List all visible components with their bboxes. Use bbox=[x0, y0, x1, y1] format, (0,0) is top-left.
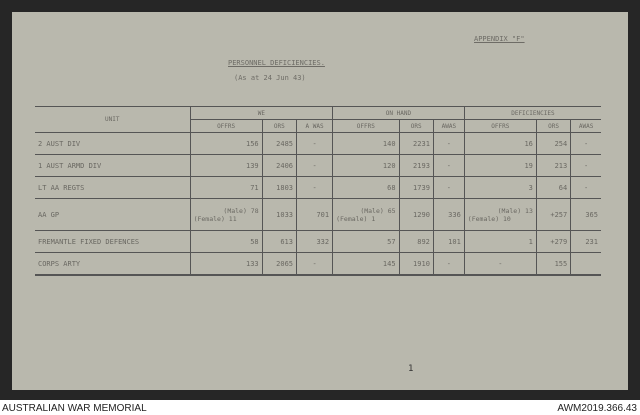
table-cell: 156 bbox=[189, 132, 263, 155]
table-cell: (Male) 78 (Female) 11 bbox=[189, 198, 263, 231]
table-cell: 2065 bbox=[261, 252, 297, 276]
unit-name: 1 AUST ARMD DIV bbox=[35, 154, 191, 177]
subheader: A WAS bbox=[295, 119, 333, 133]
table-cell: - bbox=[570, 176, 601, 199]
footer: AUSTRALIAN WAR MEMORIAL AWM2019.366.43 bbox=[0, 400, 640, 415]
table-cell: 2406 bbox=[261, 154, 297, 177]
table-cell: 231 bbox=[570, 230, 601, 253]
subheader: OFFRS bbox=[332, 119, 400, 133]
unit-name: AA GP bbox=[35, 198, 191, 231]
subheader: ORS bbox=[261, 119, 297, 133]
table-cell: - bbox=[463, 252, 537, 276]
table-cell: +279 bbox=[535, 230, 571, 253]
deficiencies-table: UNIT WE ON HAND DEFICIENCIES OFFRS ORS A W… bbox=[35, 106, 601, 276]
document-title: PERSONNEL DEFICIENCIES. bbox=[228, 59, 325, 67]
subheader: OFFRS bbox=[463, 119, 537, 133]
table-cell: 1910 bbox=[398, 252, 434, 276]
table-cell: +257 bbox=[535, 198, 571, 231]
table-cell: 332 bbox=[295, 230, 333, 253]
table-row: 2 AUST DIV 156 2485-140 2231-16 254- bbox=[35, 132, 601, 155]
document-subtitle: (As at 24 Jun 43) bbox=[234, 74, 306, 82]
table-cell: 155 bbox=[535, 252, 571, 276]
male-count: (Male) 78 bbox=[223, 206, 259, 215]
table-row: FREMANTLE FIXED DEFENCES 58 613 332 57 892 101… bbox=[35, 230, 601, 253]
table-cell: - bbox=[570, 154, 601, 177]
table-cell: 1739 bbox=[398, 176, 434, 199]
table-cell: 613 bbox=[261, 230, 297, 253]
table-cell: 701 bbox=[295, 198, 333, 231]
table-row: CORPS ARTY 133 2065-145 1910- -155 bbox=[35, 252, 601, 276]
unit-header: UNIT bbox=[35, 106, 191, 133]
table-cell: 16 bbox=[463, 132, 537, 155]
table-cell: 64 bbox=[535, 176, 571, 199]
table-cell: - bbox=[432, 176, 465, 199]
unit-name: FREMANTLE FIXED DEFENCES bbox=[35, 230, 191, 253]
table-cell: 2193 bbox=[398, 154, 434, 177]
table-cell: - bbox=[432, 252, 465, 276]
table-cell: - bbox=[432, 154, 465, 177]
table-cell: 1033 bbox=[261, 198, 297, 231]
table-cell: 139 bbox=[189, 154, 263, 177]
table-cell: 2231 bbox=[398, 132, 434, 155]
table-cell: 19 bbox=[463, 154, 537, 177]
footer-reference: AWM2019.366.43 bbox=[557, 403, 637, 414]
footer-institution: AUSTRALIAN WAR MEMORIAL bbox=[2, 403, 147, 414]
table-cell: 254 bbox=[535, 132, 571, 155]
table-cell: 1803 bbox=[261, 176, 297, 199]
table-cell: - bbox=[295, 154, 333, 177]
table-cell: 213 bbox=[535, 154, 571, 177]
table-cell: 2485 bbox=[261, 132, 297, 155]
group-header-on-hand: ON HAND bbox=[332, 106, 465, 120]
table-cell: 57 bbox=[332, 230, 400, 253]
table-row: 1 AUST ARMD DIV 139 2406-120 2193-19 213- bbox=[35, 154, 601, 177]
table-cell: (Male) 13 (Female) 10 bbox=[463, 198, 537, 231]
table-cell: 58 bbox=[189, 230, 263, 253]
table-cell: - bbox=[295, 252, 333, 276]
group-header-we: WE bbox=[189, 106, 333, 120]
table-cell: 140 bbox=[332, 132, 400, 155]
table-cell: 336 bbox=[432, 198, 465, 231]
table-cell: 101 bbox=[432, 230, 465, 253]
table-cell: 133 bbox=[189, 252, 263, 276]
female-count: (Female) 11 bbox=[193, 214, 237, 223]
table-cell: - bbox=[295, 176, 333, 199]
group-header-deficiencies: DEFICIENCIES bbox=[463, 106, 601, 120]
table-row: LT AA REGTS 71 1803-68 1739-3 64- bbox=[35, 176, 601, 199]
table-cell: 71 bbox=[189, 176, 263, 199]
male-count: (Male) 65 bbox=[360, 206, 396, 215]
subheader: OFFRS bbox=[189, 119, 263, 133]
female-count: (Female) 10 bbox=[467, 214, 511, 223]
subheader: AWAS bbox=[432, 119, 465, 133]
page-number: 1 bbox=[408, 364, 414, 374]
table-cell: - bbox=[432, 132, 465, 155]
unit-name: LT AA REGTS bbox=[35, 176, 191, 199]
scan-frame: APPENDIX "F" PERSONNEL DEFICIENCIES. (As… bbox=[0, 0, 640, 400]
table-cell: 68 bbox=[332, 176, 400, 199]
table-row: AA GP (Male) 78 (Female) 11 1033 701 (Male) 6… bbox=[35, 198, 601, 231]
male-count: (Male) 13 bbox=[497, 206, 533, 215]
table-cell: 3 bbox=[463, 176, 537, 199]
unit-name: CORPS ARTY bbox=[35, 252, 191, 276]
unit-name: 2 AUST DIV bbox=[35, 132, 191, 155]
female-count: (Female) 1 bbox=[336, 214, 376, 223]
table-cell: - bbox=[570, 132, 601, 155]
table-cell: - bbox=[295, 132, 333, 155]
subheader: ORS bbox=[398, 119, 434, 133]
table-cell: (Male) 65 (Female) 1 bbox=[332, 198, 400, 231]
table-cell: 892 bbox=[398, 230, 434, 253]
subheader: ORS bbox=[535, 119, 571, 133]
table-cell: 365 bbox=[570, 198, 601, 231]
appendix-label: APPENDIX "F" bbox=[474, 35, 525, 43]
table-cell bbox=[570, 252, 601, 276]
table-cell: 1 bbox=[463, 230, 537, 253]
table-cell: 145 bbox=[332, 252, 400, 276]
subheader: AWAS bbox=[570, 119, 601, 133]
table-cell: 120 bbox=[332, 154, 400, 177]
table-cell: 1290 bbox=[398, 198, 434, 231]
document-page: APPENDIX "F" PERSONNEL DEFICIENCIES. (As… bbox=[12, 12, 628, 390]
